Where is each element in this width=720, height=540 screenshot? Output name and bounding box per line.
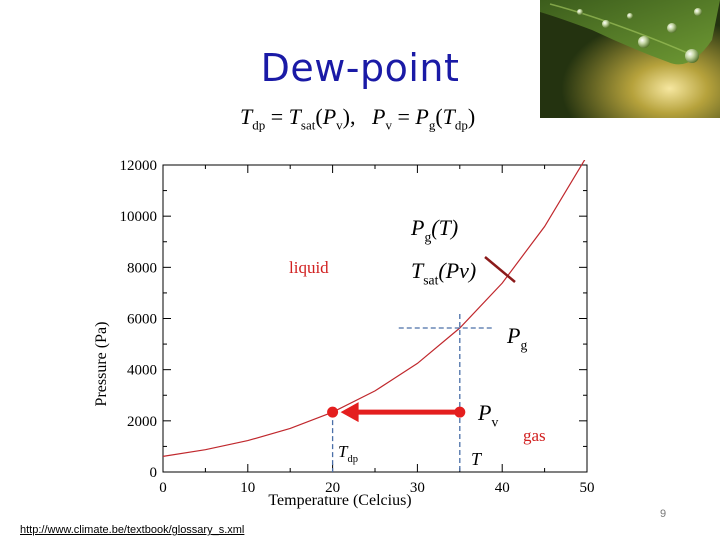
x-tick-label: 30	[410, 480, 425, 496]
leaf-photo-drawing	[540, 0, 720, 118]
gas-label: gas	[523, 426, 546, 445]
eq-p: P	[322, 104, 337, 129]
x-axis-label: Temperature (Celcius)	[268, 492, 411, 509]
eq-dp-sub2: dp	[454, 117, 468, 133]
t-label: T	[471, 449, 483, 469]
y-tick-label: 0	[150, 465, 158, 481]
dew-point-equation: Tdp = Tsat(Pv), Pv = Pg(Tdp)	[240, 104, 476, 133]
dew-point-marker	[327, 406, 339, 418]
pv-label: Pv	[477, 400, 498, 430]
eq-t-sat: T	[288, 104, 301, 129]
eq-t2: T	[442, 104, 455, 129]
y-tick-label: 8000	[127, 260, 157, 276]
tsat-of-pv-label: Tsat(Pv)	[411, 258, 476, 288]
y-tick-label: 6000	[127, 312, 157, 328]
y-tick-label: 4000	[127, 363, 157, 379]
slide-title: Dew-point	[260, 46, 460, 90]
curve-layer	[162, 160, 586, 457]
eq-v-sub2: v	[385, 117, 392, 133]
eq-dp-sub: dp	[252, 117, 266, 133]
eq-t: T	[240, 104, 253, 129]
saturation-curve	[162, 160, 586, 457]
y-tick-label: 12000	[120, 160, 158, 174]
state-point-marker	[454, 406, 466, 418]
eq-v-sub: v	[336, 117, 343, 133]
x-tick-label: 0	[159, 480, 167, 496]
x-tick-label: 50	[580, 480, 595, 496]
eq-equals: =	[270, 104, 284, 129]
eq-g-sub: g	[428, 117, 436, 133]
y-tick-label: 10000	[120, 209, 158, 225]
curve-leader-line	[484, 256, 516, 283]
tdp-label: Tdp	[338, 442, 358, 465]
axes-layer: 0 10 20 30 40 50 0 2000 4000 6000 8000 10000 12000	[120, 160, 595, 496]
pg-label: Pg	[506, 323, 527, 353]
eq-equals2: =	[397, 104, 410, 129]
pg-of-t-label: Pg(T)	[410, 215, 458, 245]
dew-point-chart: 0 10 20 30 40 50 0 2000 4000 6000 8000 10000 12000 l…	[93, 160, 595, 509]
eq-sat-sub: sat	[300, 117, 316, 133]
y-axis-label: Pressure (Pa)	[93, 322, 110, 407]
page-number: 9	[660, 508, 667, 520]
leaf-dewdrops-photo	[540, 0, 720, 118]
source-link[interactable]: http://www.climate.be/textbook/glossary_…	[20, 524, 245, 536]
x-tick-label: 20	[325, 480, 340, 496]
y-tick-label: 2000	[127, 414, 157, 430]
annotation-layer: liquid gas Pg(T) Tsat(Pv) Pg Pv Tdp T	[289, 215, 546, 472]
x-tick-label: 40	[495, 480, 510, 496]
x-tick-label: 10	[240, 480, 255, 496]
cooling-arrowhead	[340, 402, 359, 423]
liquid-label: liquid	[289, 258, 329, 277]
eq-p2: P	[371, 104, 386, 129]
eq-p3: P	[415, 104, 429, 129]
